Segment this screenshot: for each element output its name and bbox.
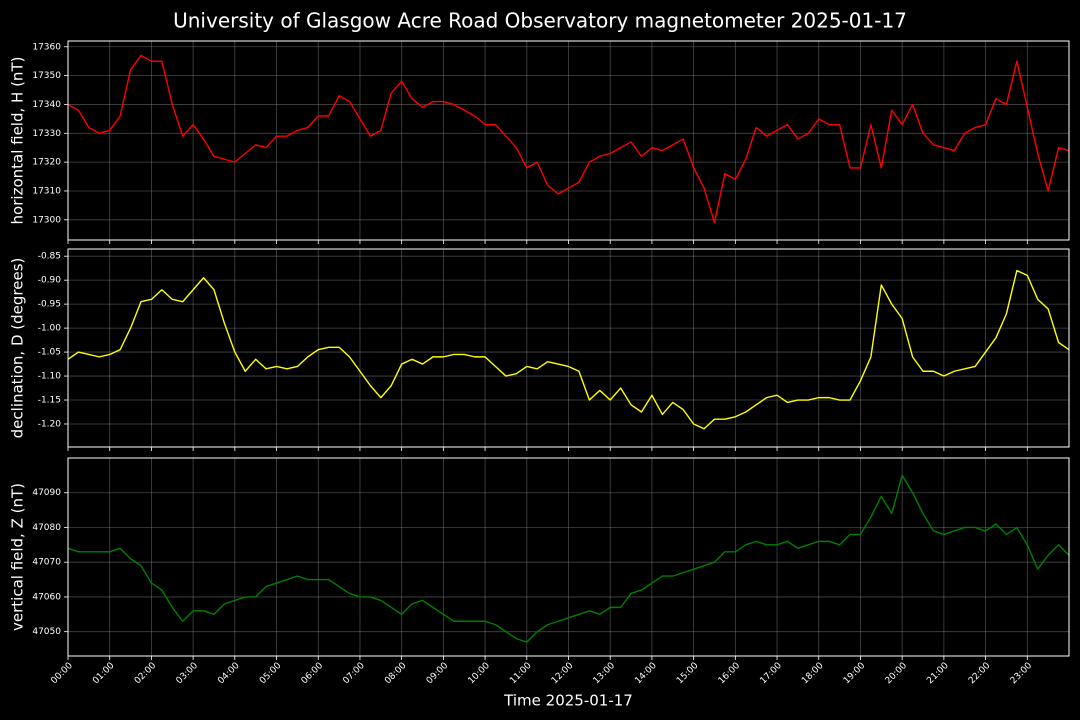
axes-frame (67, 457, 1070, 657)
y-axis-label: vertical field, Z (nT) (9, 483, 27, 631)
x-axis-label: Time 2025-01-17 (503, 692, 633, 710)
axes-frame (67, 248, 1070, 448)
y-tick-label: -1.10 (38, 372, 62, 382)
y-tick-label: -1.20 (38, 419, 62, 429)
y-tick-label: -0.95 (38, 300, 61, 310)
data-line (68, 54, 1069, 224)
y-tick-label: 17360 (32, 42, 61, 52)
y-tick-label: 47060 (32, 592, 61, 602)
y-tick-label: -1.05 (38, 348, 61, 358)
y-tick-label: 17320 (32, 158, 61, 168)
data-line (68, 269, 1069, 430)
y-tick-label: -1.00 (38, 324, 62, 334)
y-tick-label: 17330 (32, 129, 61, 139)
y-tick-label: 47070 (32, 558, 61, 568)
y-tick-label: 47090 (32, 488, 61, 498)
y-tick-label: 17310 (32, 186, 61, 196)
axes-frame (67, 40, 1070, 241)
y-tick-label: -1.15 (38, 396, 61, 406)
data-line (68, 474, 1069, 643)
y-axis-label: declination, D (degrees) (9, 258, 27, 439)
y-tick-label: 17340 (32, 100, 61, 110)
y-tick-label: 17300 (32, 215, 61, 225)
y-tick-label: 17350 (32, 71, 61, 81)
y-tick-label: -0.90 (38, 276, 62, 286)
chart-title: University of Glasgow Acre Road Observat… (173, 9, 907, 33)
y-tick-label: 47050 (32, 627, 61, 637)
y-axis-label: horizontal field, H (nT) (9, 57, 27, 225)
y-tick-label: 47080 (32, 523, 61, 533)
y-tick-label: -0.85 (38, 252, 61, 262)
